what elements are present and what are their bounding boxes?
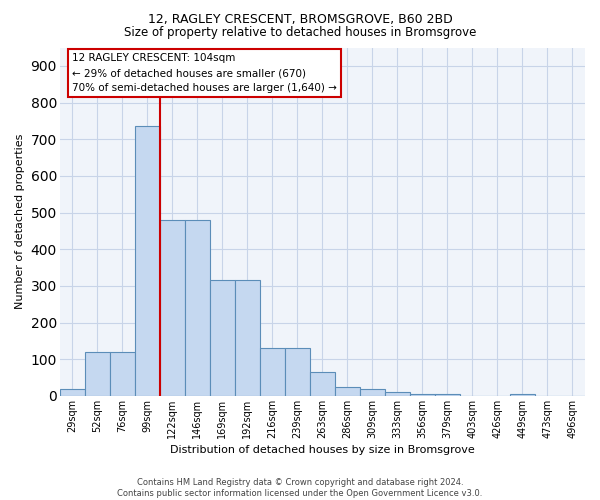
Bar xyxy=(235,280,260,396)
Text: Contains HM Land Registry data © Crown copyright and database right 2024.
Contai: Contains HM Land Registry data © Crown c… xyxy=(118,478,482,498)
Bar xyxy=(385,392,410,396)
Text: 12, RAGLEY CRESCENT, BROMSGROVE, B60 2BD: 12, RAGLEY CRESCENT, BROMSGROVE, B60 2BD xyxy=(148,12,452,26)
Bar xyxy=(60,388,85,396)
Text: 12 RAGLEY CRESCENT: 104sqm
← 29% of detached houses are smaller (670)
70% of sem: 12 RAGLEY CRESCENT: 104sqm ← 29% of deta… xyxy=(72,54,337,93)
Text: Size of property relative to detached houses in Bromsgrove: Size of property relative to detached ho… xyxy=(124,26,476,39)
Bar xyxy=(185,220,210,396)
Bar xyxy=(435,394,460,396)
Bar xyxy=(360,388,385,396)
Bar xyxy=(410,394,435,396)
Bar xyxy=(160,220,185,396)
Y-axis label: Number of detached properties: Number of detached properties xyxy=(15,134,25,310)
Bar xyxy=(310,372,335,396)
Bar xyxy=(85,352,110,396)
Bar xyxy=(110,352,135,396)
Bar xyxy=(260,348,285,396)
Bar xyxy=(335,386,360,396)
Bar xyxy=(210,280,235,396)
Bar xyxy=(135,126,160,396)
Bar xyxy=(510,394,535,396)
Bar xyxy=(285,348,310,396)
X-axis label: Distribution of detached houses by size in Bromsgrove: Distribution of detached houses by size … xyxy=(170,445,475,455)
